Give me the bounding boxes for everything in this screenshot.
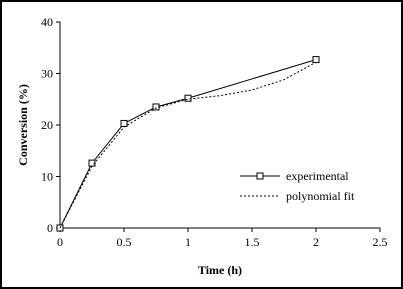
y-tick-label: 30 [41,67,53,81]
x-tick-label: 0 [57,235,63,249]
y-tick-label: 20 [41,118,53,132]
legend-label: polynomial fit [286,189,355,203]
marker [312,56,320,64]
series-line [59,59,317,229]
x-axis-title: Time (h) [198,263,242,277]
x-tick-label: 1.5 [245,235,260,249]
x-tick-label: 0.5 [117,235,132,249]
y-axis-title: Conversion (%) [16,84,30,166]
x-tick-label: 2.5 [373,235,388,249]
legend-marker [256,172,264,180]
y-tick-label: 40 [41,15,53,29]
marker [184,94,192,102]
y-tick-label: 10 [41,170,53,184]
x-tick-label: 1 [185,235,191,249]
marker [152,103,160,111]
series-line [59,61,317,229]
x-tick-label: 2 [313,235,319,249]
marker [120,119,128,127]
legend-label: experimental [286,169,349,183]
y-tick-label: 0 [47,221,53,235]
